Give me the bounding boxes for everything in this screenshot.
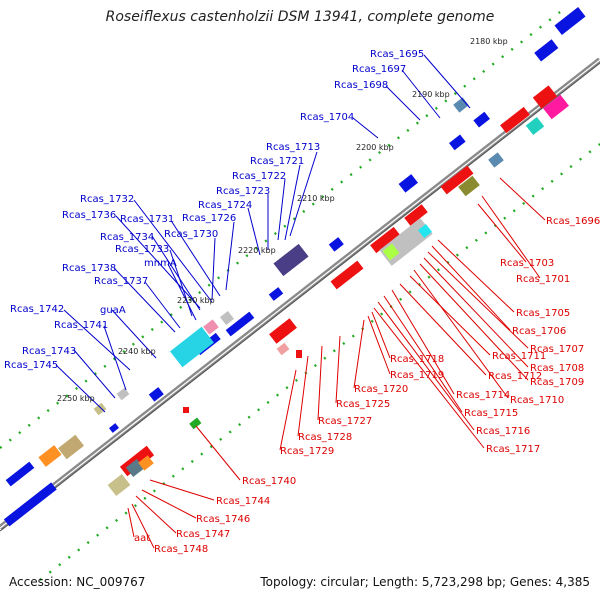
reverse-gene-label: Rcas_1748	[154, 544, 208, 555]
reverse-gene-label: Rcas_1705	[516, 308, 570, 319]
reverse-gene-label: Rcas_1728	[298, 432, 352, 443]
reverse-gene-label: Rcas_1718	[390, 354, 444, 365]
reverse-gene-label: Rcas_1719	[390, 370, 444, 381]
forward-gene-label: Rcas_1738	[62, 263, 116, 274]
reverse-gene-label: Rcas_1707	[530, 344, 584, 355]
reverse-gene-label: Rcas_1701	[516, 274, 570, 285]
reverse-gene-label: Rcas_1716	[476, 426, 530, 437]
forward-gene-label: Rcas_1743	[22, 346, 76, 357]
forward-gene-label: Rcas_1698	[334, 80, 388, 91]
forward-gene-label: Rcas_1731	[120, 214, 174, 225]
accession-label: Accession: NC_009767	[9, 575, 146, 589]
forward-gene-labels: Rcas_1695 Rcas_1697 Rcas_1698 Rcas_1704 Rcas…	[4, 49, 424, 371]
scale-tick-label: 2180 kbp	[470, 37, 508, 46]
reverse-label-leaders	[127, 177, 546, 549]
forward-gene-label: guaA	[100, 305, 126, 316]
reverse-gene-label: Rcas_1696	[546, 216, 600, 227]
forward-gene-label: Rcas_1695	[370, 49, 424, 60]
reverse-gene-track	[119, 85, 569, 477]
forward-gene-label: Rcas_1723	[216, 186, 270, 197]
reverse-gene-label: Rcas_1710	[510, 395, 564, 406]
forward-gene-label: Rcas_1697	[352, 64, 406, 75]
reverse-gene-label: Rcas_1746	[196, 514, 250, 525]
scale-tick-label: 2200 kbp	[356, 143, 394, 152]
forward-gene-label: Rcas_1736	[62, 210, 116, 221]
scale-ticks: 2180 kbp 2190 kbp 2200 kbp 2210 kbp 2220 kbp…	[57, 37, 508, 403]
genome-backbone	[0, 57, 600, 532]
reverse-colored-genes	[107, 116, 545, 497]
reverse-gene-labels: Rcas_1696 Rcas_1703 Rcas_1701 Rcas_1705 Rcas…	[134, 216, 600, 555]
forward-gene-label: Rcas_1721	[250, 156, 304, 167]
reverse-gene-label: Rcas_1706	[512, 326, 566, 337]
forward-gene-label: Rcas_1734	[100, 232, 154, 243]
forward-gene-label: mnmA	[144, 258, 177, 269]
reverse-gene-label: Rcas_1727	[318, 416, 372, 427]
reverse-gene-label: aat	[134, 533, 150, 544]
forward-gene-label: Rcas_1726	[182, 213, 236, 224]
map-title: Roseiflexus castenholzii DSM 13941, comp…	[105, 9, 495, 25]
scale-tick-label: 2210 kbp	[297, 194, 335, 203]
scale-tick-label: 2220 kbp	[238, 246, 276, 255]
reverse-gene-label: Rcas_1717	[486, 444, 540, 455]
forward-gene-label: Rcas_1741	[54, 320, 108, 331]
forward-gene-label: Rcas_1745	[4, 360, 58, 371]
reverse-gene-label: Rcas_1709	[530, 377, 584, 388]
forward-gene-label: Rcas_1733	[115, 244, 169, 255]
reverse-gene-label: Rcas_1744	[216, 496, 270, 507]
forward-colored-genes	[38, 97, 469, 467]
scale-tick-label: 2250 kbp	[57, 394, 95, 403]
reverse-gene-label: Rcas_1712	[488, 371, 542, 382]
reverse-gene-label: Rcas_1729	[280, 446, 334, 457]
forward-gene-label: Rcas_1742	[10, 304, 64, 315]
reverse-gene-label: Rcas_1703	[500, 258, 554, 269]
reverse-gene-label: Rcas_1714	[456, 390, 510, 401]
reverse-gene-label: Rcas_1740	[242, 476, 296, 487]
reverse-gene-label: Rcas_1715	[464, 408, 518, 419]
reverse-gene-label: Rcas_1708	[530, 363, 584, 374]
forward-gene-label: Rcas_1713	[266, 142, 320, 153]
genome-summary: Topology: circular; Length: 5,723,298 bp…	[260, 575, 590, 589]
forward-label-leaders	[55, 54, 471, 413]
forward-gene-label: Rcas_1730	[164, 229, 218, 240]
forward-gene-label: Rcas_1732	[80, 194, 134, 205]
scale-tick-label: 2190 kbp	[412, 90, 450, 99]
reverse-gene-label: Rcas_1725	[336, 399, 390, 410]
forward-gene-label: Rcas_1722	[232, 171, 286, 182]
reverse-gene-label: Rcas_1747	[176, 529, 230, 540]
forward-gene-label: Rcas_1704	[300, 112, 354, 123]
reverse-gene-label: Rcas_1711	[492, 351, 546, 362]
reverse-gene-label: Rcas_1720	[354, 384, 408, 395]
forward-gene-label: Rcas_1737	[94, 276, 148, 287]
scale-tick-label: 2230 kbp	[177, 296, 215, 305]
scale-tick-label: 2240 kbp	[118, 347, 156, 356]
forward-gene-label: Rcas_1724	[198, 200, 252, 211]
